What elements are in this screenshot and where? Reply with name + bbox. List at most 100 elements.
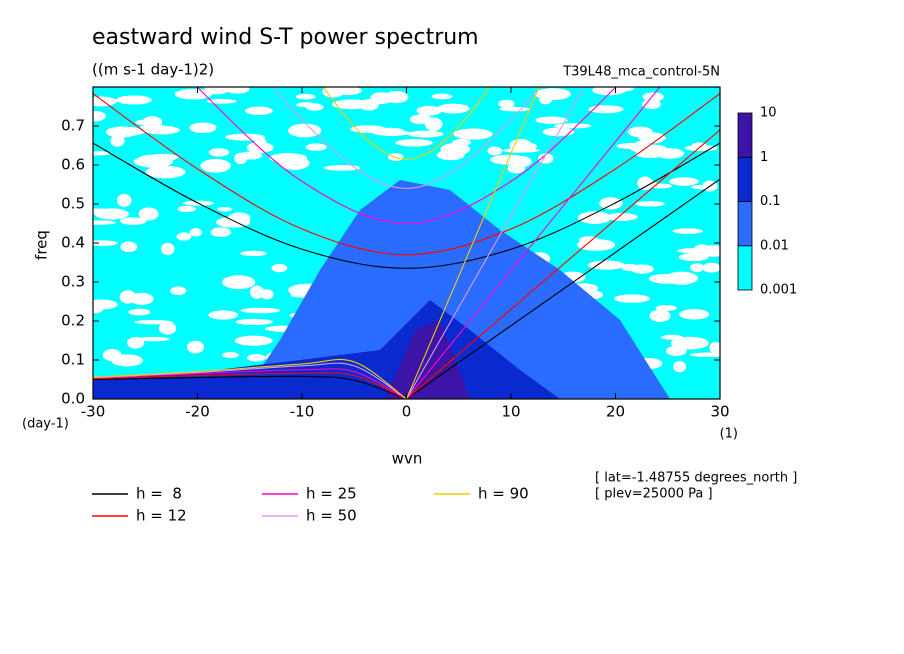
colorbar-label: 0.001 (760, 283, 797, 298)
field-gap (440, 143, 471, 156)
y-tick-label: 0.5 (61, 195, 85, 213)
field-region (240, 180, 670, 399)
field-gap (322, 87, 345, 98)
chart-subtitle: ((m s-1 day-1)2) (92, 61, 214, 79)
field-gap (240, 151, 263, 160)
colorbar-label: 0.01 (760, 238, 789, 253)
field-gap (254, 137, 267, 149)
dispersion-curve (93, 368, 407, 399)
field-gap (93, 96, 117, 107)
x-tick-label: 10 (501, 403, 520, 421)
field-gap (673, 361, 687, 373)
field-gap (295, 102, 317, 108)
field-gap (453, 128, 493, 140)
y-axis-label: freq (33, 230, 51, 260)
y-tick-label: 0.2 (61, 312, 85, 330)
y-unit: (day-1) (22, 417, 69, 432)
field-gap (245, 106, 273, 116)
field-gap (287, 123, 322, 138)
field-gap (641, 99, 661, 109)
dispersion-curve (93, 93, 720, 256)
field-gap (234, 335, 273, 346)
field-gap (642, 92, 665, 102)
field-gap (135, 119, 156, 126)
colorbar-segment (737, 245, 753, 291)
field-gap (120, 241, 138, 253)
field-gap (93, 220, 116, 225)
dispersion-curve (406, 87, 586, 399)
run-label: T39L48_mca_control-5N (562, 65, 720, 80)
field-gap (606, 212, 638, 221)
dispersion-curve (93, 362, 407, 399)
field-gap (246, 353, 266, 362)
field-gap (158, 322, 177, 335)
field-gap (225, 87, 250, 94)
field-gap (93, 240, 119, 246)
field-gap (635, 201, 665, 207)
field-gap (587, 260, 625, 270)
field-gap (189, 122, 217, 134)
field-gap (240, 250, 267, 257)
field-gap (102, 349, 122, 362)
field-gap (709, 342, 720, 354)
field-gap (534, 88, 571, 101)
field-gap (240, 307, 281, 314)
field-gap (689, 352, 720, 357)
field-gap (208, 310, 239, 320)
x-unit: (1) (720, 427, 738, 442)
field-gap (119, 217, 147, 225)
field-gap (649, 309, 671, 322)
legend-label: h = 25 (306, 485, 357, 503)
field-gap (138, 207, 159, 221)
y-tick-label: 0.1 (61, 351, 85, 369)
field-gap (221, 352, 239, 359)
field-gap (189, 228, 202, 237)
x-tick-label: -30 (81, 403, 106, 421)
x-tick-label: -20 (185, 403, 210, 421)
y-tick-label: 0.6 (61, 156, 85, 174)
field-gap (93, 208, 116, 215)
colorbar-segment (737, 156, 753, 202)
field-gap (395, 139, 433, 147)
dispersion-curve (93, 142, 720, 269)
dispersion-curve (93, 375, 407, 399)
field-gap (635, 140, 650, 148)
annotation: [ plev=25000 Pa ] (595, 487, 713, 502)
dispersion-curve (406, 87, 661, 399)
field-gap (259, 289, 274, 300)
dispersion-curve (93, 359, 407, 399)
field-gap (217, 206, 233, 212)
field-gap (136, 336, 170, 342)
field-gap (513, 156, 532, 167)
field-gap (487, 146, 503, 156)
field-gap (174, 88, 212, 100)
annotation: [ lat=-1.48755 degrees_north ] (595, 471, 797, 486)
field-gap (126, 96, 148, 105)
field-gap (235, 318, 273, 325)
dispersion-curve (406, 129, 720, 399)
field-gap (176, 232, 192, 241)
field-gap (437, 103, 470, 114)
legend-label: h = 90 (478, 485, 529, 503)
x-tick-label: 30 (710, 403, 729, 421)
field-gap (577, 211, 612, 224)
field-gap (210, 227, 232, 238)
colorbar-segment (737, 201, 753, 247)
y-tick-label: 0.0 (61, 390, 85, 408)
legend-label: h = 8 (136, 485, 182, 503)
colorbar-label: 10 (760, 106, 777, 121)
field-gap (323, 164, 361, 171)
field-gap (93, 303, 104, 314)
field-gap (305, 143, 327, 151)
field-gap (222, 275, 256, 290)
field-gap (349, 125, 387, 133)
field-gap (372, 130, 412, 136)
field-gap (295, 93, 316, 100)
field-gap (702, 262, 720, 273)
field-gap (648, 273, 683, 284)
field-gap (384, 90, 409, 104)
dispersion-curve (272, 87, 541, 189)
field-gap (359, 99, 379, 111)
field-gap (93, 110, 107, 122)
